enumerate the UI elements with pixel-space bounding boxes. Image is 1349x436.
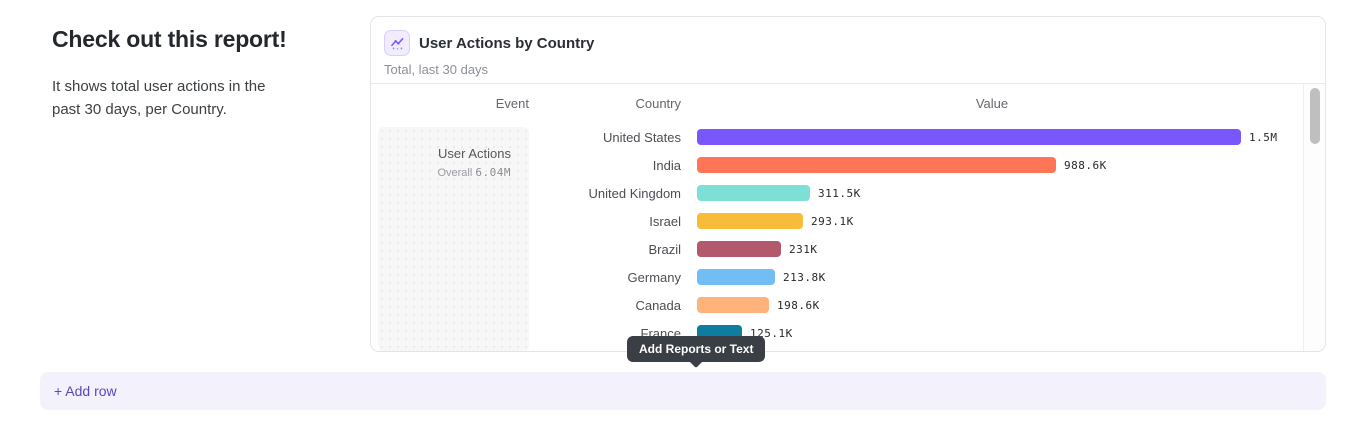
- overall-value: 6.04M: [475, 166, 511, 179]
- country-label: United States: [602, 129, 681, 145]
- bar-germany[interactable]: [697, 269, 775, 285]
- table-row: Germany 213.8K: [371, 263, 1303, 291]
- table-row: United Kingdom 311.5K: [371, 179, 1303, 207]
- country-label: Germany: [627, 269, 681, 285]
- report-subtitle: Total, last 30 days: [384, 62, 489, 77]
- line-chart-icon: [384, 30, 410, 56]
- bar-value: 293.1K: [811, 214, 854, 228]
- page-title: Check out this report!: [52, 26, 287, 52]
- column-header-value: Value: [975, 96, 1009, 111]
- bar-value: 198.6K: [777, 298, 820, 312]
- scrollbar-track[interactable]: [1303, 84, 1325, 351]
- bar-value: 311.5K: [818, 186, 861, 200]
- bar-cell: 293.1K: [697, 213, 1303, 229]
- table-row: Brazil 231K: [371, 235, 1303, 263]
- report-card[interactable]: User Actions by Country Total, last 30 d…: [370, 16, 1326, 352]
- country-label: Canada: [635, 297, 681, 313]
- table-header-row: Event Country Value: [371, 84, 1325, 123]
- overall-label: Overall: [437, 167, 473, 179]
- bar-cell: 988.6K: [697, 157, 1303, 173]
- bar-cell: 198.6K: [697, 297, 1303, 313]
- table-row: Israel 293.1K: [371, 207, 1303, 235]
- intro-text-block: Check out this report! It shows total us…: [52, 26, 312, 122]
- country-label: Israel: [649, 213, 681, 229]
- scrollbar-thumb[interactable]: [1310, 88, 1320, 144]
- bar-value: 213.8K: [783, 270, 826, 284]
- table-row: India 988.6K: [371, 151, 1303, 179]
- table-row: United States 1.5M: [371, 123, 1303, 151]
- event-cell[interactable]: User Actions Overall 6.04M: [378, 127, 529, 351]
- bar-united-states[interactable]: [697, 129, 1241, 145]
- bar-canada[interactable]: [697, 297, 769, 313]
- tooltip-caret: [689, 353, 704, 369]
- bar-israel[interactable]: [697, 213, 803, 229]
- add-row-button[interactable]: + Add row: [40, 372, 1326, 410]
- bar-cell: 1.5M: [697, 129, 1303, 145]
- country-label: United Kingdom: [588, 185, 682, 201]
- table-row: France 125.1K: [371, 319, 1303, 347]
- report-card-header: User Actions by Country Total, last 30 d…: [371, 17, 1325, 83]
- bar-united-kingdom[interactable]: [697, 185, 810, 201]
- bar-value: 1.5M: [1249, 130, 1278, 144]
- card-divider: [371, 83, 1325, 84]
- bar-cell: 231K: [697, 241, 1303, 257]
- page-description: It shows total user actions in the past …: [52, 78, 266, 119]
- bar-rows: United States 1.5M India 988.6K United Kingd…: [371, 123, 1303, 347]
- bar-cell: 125.1K: [697, 325, 1303, 341]
- report-title: User Actions by Country: [419, 34, 595, 52]
- bar-brazil[interactable]: [697, 241, 781, 257]
- column-header-event: Event: [495, 96, 529, 111]
- country-label: India: [652, 157, 681, 173]
- tooltip-label: Add Reports or Text: [639, 342, 754, 356]
- add-reports-tooltip: Add Reports or Text: [627, 336, 766, 369]
- bar-cell: 311.5K: [697, 185, 1303, 201]
- bar-value: 988.6K: [1064, 158, 1107, 172]
- bar-chart: Event Country Value User Actions Overall…: [371, 84, 1325, 351]
- add-row-label: + Add row: [54, 383, 117, 399]
- event-name: User Actions: [438, 146, 511, 161]
- bar-cell: 213.8K: [697, 269, 1303, 285]
- event-overall: Overall 6.04M: [378, 166, 511, 179]
- country-label: Brazil: [648, 241, 681, 257]
- bar-value: 231K: [789, 242, 818, 256]
- table-row: Canada 198.6K: [371, 291, 1303, 319]
- bar-india[interactable]: [697, 157, 1056, 173]
- column-header-country: Country: [635, 96, 681, 111]
